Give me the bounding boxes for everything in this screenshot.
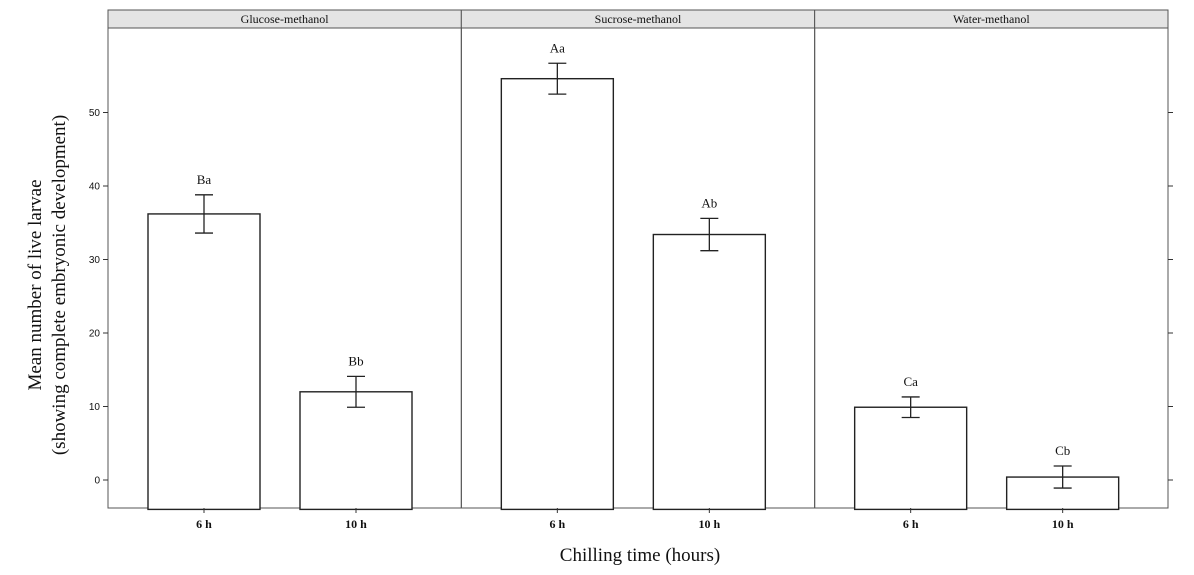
- bar: [147, 213, 261, 511]
- y-axis-title-line1: Mean number of live larvae: [25, 179, 46, 390]
- x-tick-label: 10 h: [345, 517, 367, 531]
- panel-strip-label: Sucrose-methanol: [595, 12, 682, 26]
- bar: [299, 391, 413, 511]
- panel-strip-label: Glucose-methanol: [241, 12, 330, 26]
- significance-label: Ab: [701, 195, 717, 210]
- x-tick-label: 10 h: [698, 517, 720, 531]
- y-tick-label: 10: [89, 402, 101, 413]
- panel-water-methanol: Water-methanol Ca Cb: [814, 9, 1169, 511]
- significance-label: Aa: [550, 40, 565, 55]
- panels-layer: Glucose-methanol Ba Bb Sucrose-methanol Aa Ab…: [107, 9, 1169, 511]
- y-tick-label: 20: [89, 329, 101, 340]
- x-tick-label: 6 h: [903, 517, 919, 531]
- significance-label: Bb: [348, 353, 363, 368]
- y-tick-label: 0: [94, 476, 100, 487]
- y-axis-title-line2: (showing complete embryonic development): [49, 115, 70, 455]
- panel-sucrose-methanol: Sucrose-methanol Aa Ab: [460, 9, 816, 511]
- x-tick-label: 6 h: [196, 517, 212, 531]
- y-tick-label: 30: [89, 255, 101, 266]
- x-tick-label: 10 h: [1052, 517, 1074, 531]
- y-axis: 0 10 20 30 40 50: [89, 108, 1173, 487]
- bar: [652, 233, 767, 511]
- x-tick-label: 6 h: [549, 517, 565, 531]
- significance-label: Cb: [1055, 443, 1070, 458]
- y-tick-label: 40: [89, 182, 101, 193]
- significance-label: Ca: [903, 374, 918, 389]
- x-axis: 6 h 10 h 6 h 10 h 6 h 10 h: [196, 508, 1074, 531]
- panel-frame: [814, 27, 1169, 509]
- panel-strip-label: Water-methanol: [953, 12, 1030, 26]
- y-tick-label: 50: [89, 108, 101, 119]
- significance-label: Ba: [197, 172, 212, 187]
- panel-glucose-methanol: Glucose-methanol Ba Bb: [107, 9, 462, 511]
- bar: [500, 77, 615, 511]
- bar: [853, 406, 968, 511]
- x-axis-title: Chilling time (hours): [560, 545, 720, 566]
